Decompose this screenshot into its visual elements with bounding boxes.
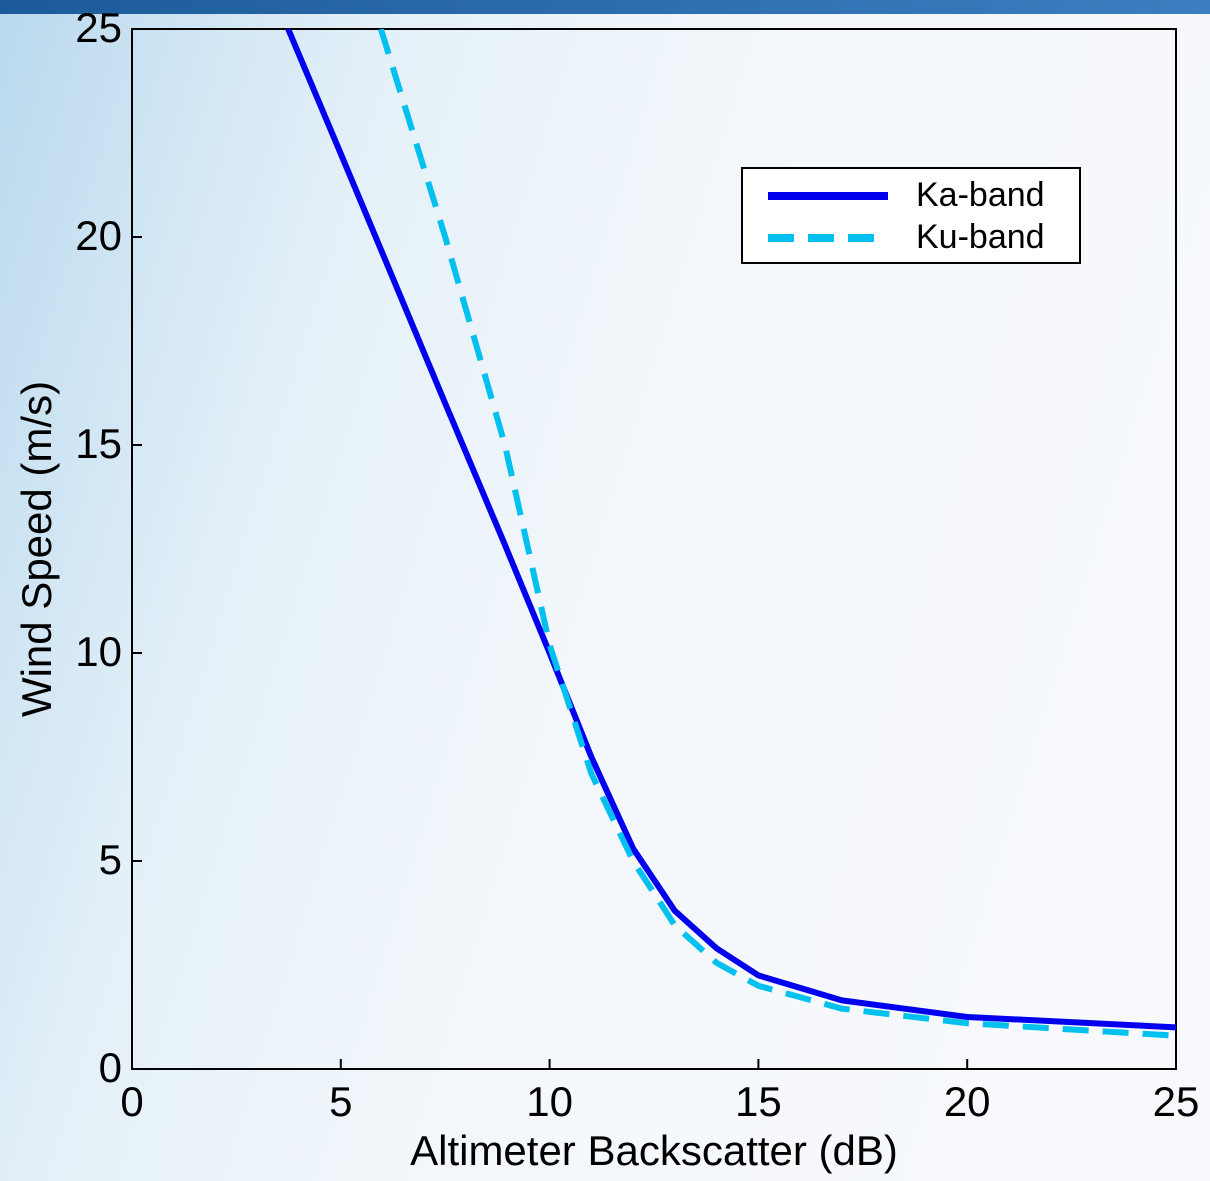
x-tick-label: 10 — [526, 1078, 573, 1125]
x-tick-label: 25 — [1153, 1078, 1200, 1125]
y-tick-label: 10 — [75, 628, 122, 675]
y-axis-label: Wind Speed (m/s) — [13, 381, 60, 717]
x-tick-label: 15 — [735, 1078, 782, 1125]
y-tick-label: 25 — [75, 4, 122, 51]
legend-label: Ku-band — [916, 218, 1045, 256]
series-line — [285, 29, 1176, 1031]
legend-label: Ka-band — [916, 176, 1045, 214]
y-tick-label: 15 — [75, 420, 122, 467]
x-axis-label: Altimeter Backscatter (dB) — [410, 1127, 898, 1174]
y-tick-label: 0 — [99, 1044, 122, 1091]
y-tick-label: 5 — [99, 836, 122, 883]
plot-frame — [131, 28, 1177, 1070]
x-tick-label: 0 — [120, 1078, 143, 1125]
y-tick-label: 20 — [75, 212, 122, 259]
header-band — [0, 0, 1210, 14]
legend-box — [741, 167, 1081, 264]
x-tick-label: 5 — [329, 1078, 352, 1125]
x-tick-label: 20 — [944, 1078, 991, 1125]
legend: Ka-band Ku-band — [741, 167, 1081, 264]
